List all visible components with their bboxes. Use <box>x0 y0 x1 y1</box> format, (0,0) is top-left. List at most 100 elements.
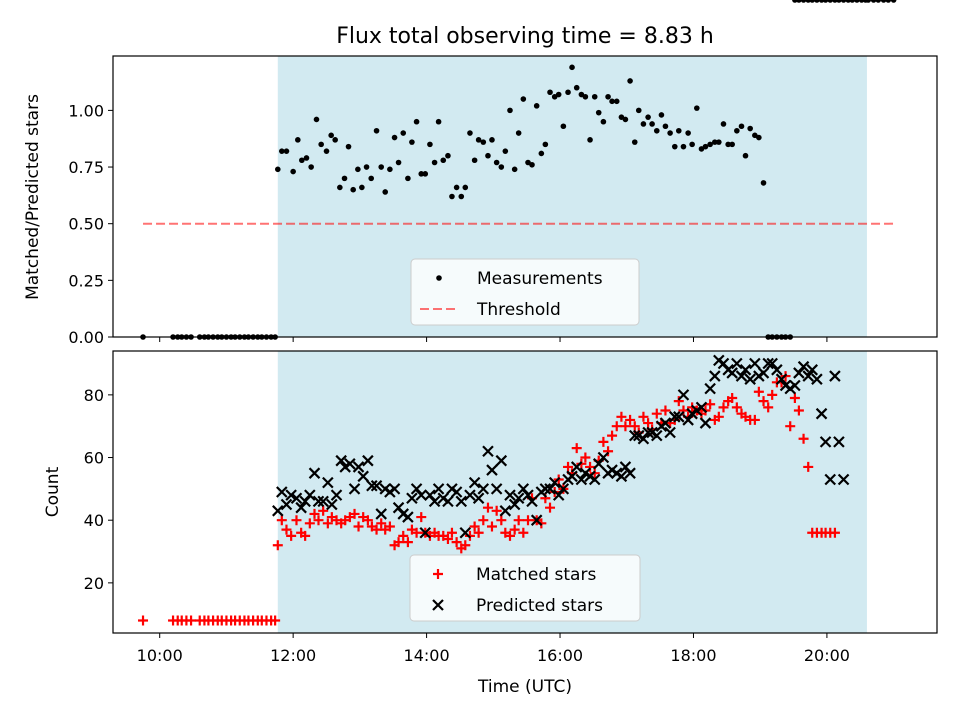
measurement-point <box>323 148 330 154</box>
measurement-point <box>345 143 352 150</box>
matched-star-point <box>276 515 287 526</box>
predicted-star-point <box>806 364 819 376</box>
predicted-star-point <box>370 479 383 492</box>
measurement-point <box>318 141 324 148</box>
predicted-star-point <box>837 473 850 486</box>
predicted-star-point <box>829 370 841 382</box>
measurement-point <box>440 157 447 164</box>
predicted-star-point <box>504 489 516 501</box>
measurement-point <box>796 0 802 3</box>
predicted-star-point <box>312 495 325 508</box>
predicted-star-point <box>659 417 672 429</box>
matched-star-point <box>518 527 529 538</box>
measurement-point <box>880 0 887 3</box>
measurement-point <box>870 0 877 3</box>
predicted-star-point <box>833 436 845 448</box>
matched-star-point <box>563 461 574 472</box>
predicted-star-point <box>415 489 428 501</box>
matched-star-point <box>482 502 493 513</box>
measurement-point <box>653 127 660 134</box>
predicted-star-point <box>308 467 321 479</box>
matched-star-point <box>793 405 804 416</box>
matched-star-point <box>580 452 591 463</box>
top-y-axis-label: Matched/Predicted stars <box>23 94 43 300</box>
matched-star-point <box>286 530 297 541</box>
x-tick-label: 10:00 <box>137 646 183 665</box>
measurement-point <box>560 123 567 130</box>
matched-star-point <box>571 443 582 454</box>
predicted-star-point <box>472 492 485 505</box>
measurement-point <box>747 125 753 132</box>
measurement-point <box>382 189 389 195</box>
matched-star-point <box>393 537 404 548</box>
y-tick-label: 0.00 <box>68 328 104 347</box>
measurement-point <box>635 107 642 114</box>
predicted-star-point <box>392 501 405 514</box>
predicted-star-point <box>468 476 481 489</box>
matched-star-point <box>353 521 364 532</box>
matched-star-point <box>829 527 840 538</box>
measurement-point <box>515 130 522 136</box>
x-tick-label: 14:00 <box>404 646 450 665</box>
predicted-star-point <box>330 489 343 501</box>
measurement-point <box>355 166 361 173</box>
measurement-point <box>533 103 540 109</box>
measurement-point <box>849 0 856 3</box>
measurement-point <box>313 116 320 123</box>
predicted-star-point <box>664 426 676 439</box>
measurement-point <box>756 134 762 141</box>
measurement-point <box>422 171 429 177</box>
matched-star-point <box>322 518 333 529</box>
y-tick-label: 0.25 <box>68 271 104 290</box>
predicted-star-point <box>557 483 570 495</box>
matched-star-point <box>629 421 640 432</box>
measurement-point <box>742 152 749 159</box>
measurement-point <box>800 0 807 3</box>
matched-star-point <box>138 615 149 626</box>
matched-star-point <box>411 527 422 538</box>
matched-star-point <box>713 411 724 422</box>
measurement-point <box>435 118 442 125</box>
measurement-point <box>391 134 398 141</box>
measurement-point <box>520 96 527 102</box>
predicted-star-point <box>673 411 685 423</box>
predicted-star-point <box>793 367 805 379</box>
measurement-point <box>725 141 731 148</box>
x-axis-label: Time (UTC) <box>477 677 572 697</box>
matched-star-point <box>496 515 507 526</box>
measurement-point <box>890 0 897 3</box>
measurement-point <box>712 139 718 145</box>
measurement-point <box>462 184 469 191</box>
measurement-point <box>865 0 872 3</box>
predicted-star-point <box>290 492 303 505</box>
predicted-star-point <box>352 461 365 473</box>
matched-star-point <box>616 411 627 422</box>
matched-star-point <box>749 414 760 425</box>
matched-star-point <box>651 408 662 419</box>
measurement-point <box>538 150 545 157</box>
predicted-star-point <box>517 483 530 495</box>
measurement-point <box>350 186 356 193</box>
measurement-point <box>378 164 385 170</box>
predicted-star-point <box>402 511 414 523</box>
measurement-point <box>507 107 513 114</box>
predicted-star-point <box>499 505 512 517</box>
matched-star-point <box>300 530 311 541</box>
matched-star-point <box>660 405 671 416</box>
predicted-star-point <box>490 483 503 495</box>
matched-star-point <box>281 524 292 535</box>
predicted-star-point <box>695 401 708 414</box>
predicted-star-point <box>486 464 498 476</box>
matched-star-point <box>291 515 302 526</box>
legend-marker-measurements <box>436 275 442 281</box>
legend-label: Predicted stars <box>476 596 603 616</box>
predicted-star-point <box>789 379 801 392</box>
predicted-star-point <box>299 495 311 508</box>
measurement-point <box>511 166 518 173</box>
measurement-point <box>640 121 647 127</box>
measurement-point <box>667 130 673 136</box>
axes-frame <box>112 350 938 634</box>
predicted-star-point <box>588 473 601 486</box>
predicted-star-point <box>522 489 534 501</box>
matched-star-point <box>398 530 409 541</box>
